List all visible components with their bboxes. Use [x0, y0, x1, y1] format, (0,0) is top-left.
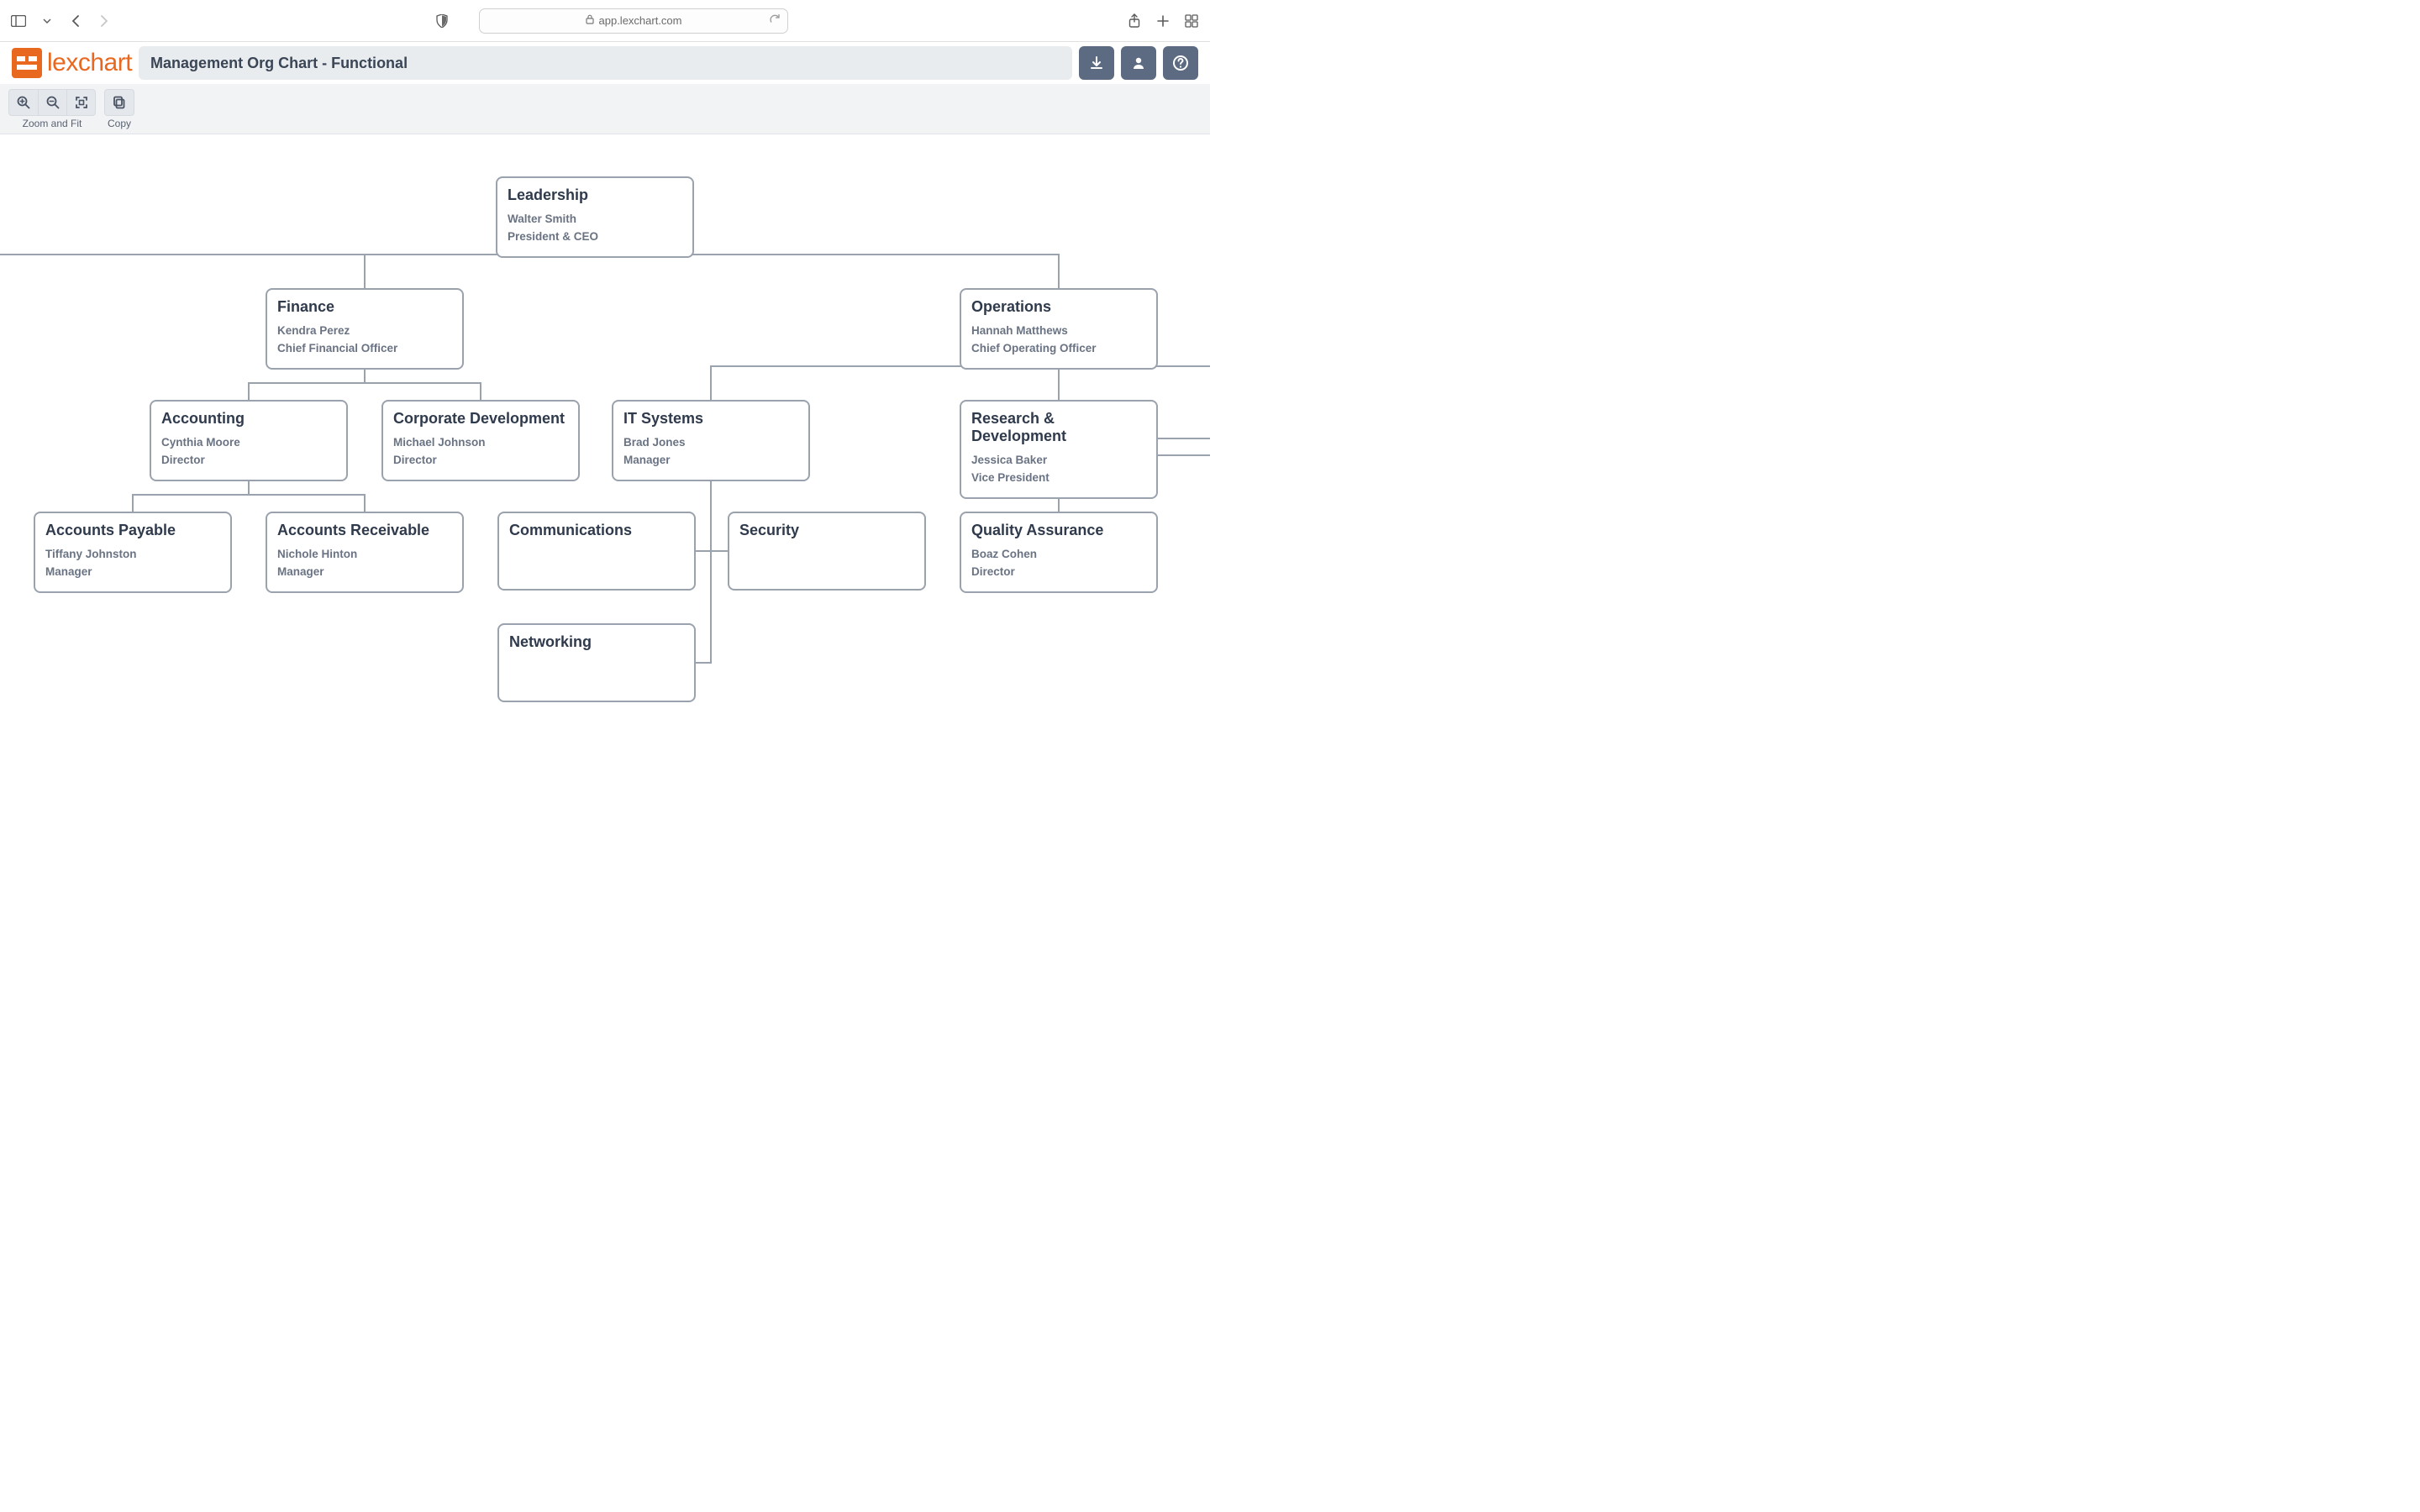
org-node-title: Finance [277, 298, 452, 316]
url-host: app.lexchart.com [599, 14, 682, 27]
shield-icon[interactable] [434, 13, 450, 29]
copy-group: Copy [104, 89, 134, 129]
new-tab-icon[interactable] [1155, 13, 1171, 29]
org-node-title: Accounts Payable [45, 522, 220, 539]
org-node-role: Director [161, 452, 336, 470]
logo-text: lexchart [47, 49, 132, 77]
org-node-person: Jessica Baker [971, 452, 1146, 470]
zoom-in-button[interactable] [9, 90, 38, 115]
org-node-role: Director [971, 564, 1146, 581]
zoom-out-button[interactable] [38, 90, 66, 115]
org-node-title: Accounts Receivable [277, 522, 452, 539]
browser-chrome: app.lexchart.com [0, 0, 1210, 42]
org-node-security[interactable]: Security [728, 512, 926, 591]
fit-button[interactable] [66, 90, 95, 115]
org-node-role: Vice President [971, 470, 1146, 487]
org-node-networking[interactable]: Networking [497, 623, 696, 702]
org-node-title: IT Systems [623, 410, 798, 428]
org-node-role: Manager [45, 564, 220, 581]
app-header: lexchart Management Org Chart - Function… [0, 42, 1210, 84]
org-node-title: Corporate Development [393, 410, 568, 428]
org-node-leadership[interactable]: Leadership Walter SmithPresident & CEO [496, 176, 694, 258]
copy-button[interactable] [105, 90, 134, 115]
org-node-title: Quality Assurance [971, 522, 1146, 539]
sidebar-toggle-icon[interactable] [10, 13, 27, 29]
org-node-ap[interactable]: Accounts Payable Tiffany JohnstonManager [34, 512, 232, 593]
org-node-title: Leadership [508, 186, 682, 204]
chart-title-text: Management Org Chart - Functional [150, 55, 408, 72]
org-node-ar[interactable]: Accounts Receivable Nichole HintonManager [266, 512, 464, 593]
org-node-operations[interactable]: Operations Hannah MatthewsChief Operating… [960, 288, 1158, 370]
chevron-down-icon[interactable] [39, 13, 55, 29]
toolbar: Zoom and Fit Copy [0, 84, 1210, 134]
org-node-role: Manager [277, 564, 452, 581]
org-node-person: Kendra Perez [277, 323, 452, 340]
org-node-person: Hannah Matthews [971, 323, 1146, 340]
tab-overview-icon[interactable] [1183, 13, 1200, 29]
org-node-role: Director [393, 452, 568, 470]
org-node-qa[interactable]: Quality Assurance Boaz CohenDirector [960, 512, 1158, 593]
org-node-comms[interactable]: Communications [497, 512, 696, 591]
zoom-fit-group: Zoom and Fit [8, 89, 96, 129]
org-node-role: Chief Operating Officer [971, 340, 1146, 358]
chart-canvas[interactable]: Leadership Walter SmithPresident & CEO Fin… [0, 134, 1210, 756]
org-node-title: Security [739, 522, 914, 539]
org-node-finance[interactable]: Finance Kendra PerezChief Financial Offic… [266, 288, 464, 370]
org-node-person: Michael Johnson [393, 434, 568, 452]
forward-icon[interactable] [96, 13, 113, 29]
org-node-rnd[interactable]: Research & Development Jessica BakerVice … [960, 400, 1158, 499]
org-node-person: Brad Jones [623, 434, 798, 452]
chart-title-input[interactable]: Management Org Chart - Functional [139, 46, 1072, 80]
org-node-person: Nichole Hinton [277, 546, 452, 564]
share-icon[interactable] [1126, 13, 1143, 29]
org-node-person: Tiffany Johnston [45, 546, 220, 564]
org-node-title: Communications [509, 522, 684, 539]
lock-icon [586, 14, 594, 27]
org-node-title: Accounting [161, 410, 336, 428]
account-button[interactable] [1121, 46, 1156, 80]
logo-mark-icon [12, 48, 42, 78]
help-button[interactable] [1163, 46, 1198, 80]
org-node-person: Boaz Cohen [971, 546, 1146, 564]
org-node-role: Chief Financial Officer [277, 340, 452, 358]
copy-label: Copy [108, 118, 131, 129]
reload-icon[interactable] [769, 13, 781, 28]
org-node-role: President & CEO [508, 228, 682, 246]
org-node-person: Walter Smith [508, 211, 682, 228]
back-icon[interactable] [67, 13, 84, 29]
url-bar[interactable]: app.lexchart.com [479, 8, 788, 34]
zoom-fit-label: Zoom and Fit [23, 118, 82, 129]
org-node-corpdev[interactable]: Corporate Development Michael JohnsonDire… [381, 400, 580, 481]
org-node-person: Cynthia Moore [161, 434, 336, 452]
app-logo[interactable]: lexchart [12, 48, 132, 78]
download-button[interactable] [1079, 46, 1114, 80]
org-node-role: Manager [623, 452, 798, 470]
org-node-title: Networking [509, 633, 684, 651]
org-node-title: Operations [971, 298, 1146, 316]
org-node-title: Research & Development [971, 410, 1146, 445]
org-node-itsystems[interactable]: IT Systems Brad JonesManager [612, 400, 810, 481]
org-node-accounting[interactable]: Accounting Cynthia MooreDirector [150, 400, 348, 481]
